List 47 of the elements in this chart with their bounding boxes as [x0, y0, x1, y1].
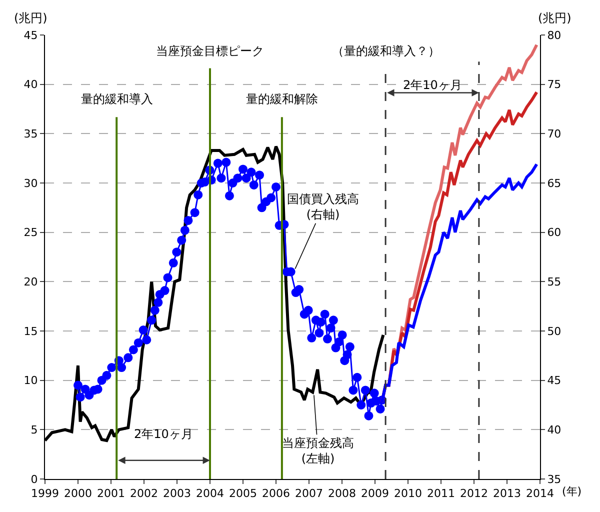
ref-line-label: 当座預金目標ピーク [156, 44, 264, 58]
y2-tick-label: 40 [547, 424, 562, 437]
annotation: 2年10ヶ月 [134, 427, 193, 441]
y-axis-title: (兆円) [14, 11, 48, 25]
x-tick-label: 1999 [31, 487, 59, 500]
x-tick-label: 2010 [394, 487, 422, 500]
y2-tick-label: 60 [547, 226, 562, 240]
x-tick-label: 2001 [97, 487, 125, 500]
x-tick-label: 2014 [526, 487, 554, 500]
y-tick-label: 0 [30, 472, 38, 486]
x-axis-title: (年) [562, 485, 582, 498]
y2-tick-label: 50 [547, 324, 562, 338]
y2-tick-label: 65 [547, 176, 562, 190]
x-tick-label: 2003 [163, 487, 191, 500]
ref-line-label: 量的緩和導入 [81, 92, 153, 106]
y-tick-label: 45 [24, 28, 38, 42]
x-tick-label: 2009 [361, 487, 389, 500]
y2-tick-label: 80 [547, 28, 562, 42]
x-tick-label: 2008 [328, 487, 356, 500]
y-tick-label: 15 [24, 324, 38, 338]
y2-tick-label: 75 [547, 78, 562, 92]
x-tick-label: 2006 [262, 487, 290, 500]
x-tick-label: 2004 [196, 487, 224, 500]
x-tick-label: 2011 [427, 487, 455, 500]
y-tick-label: 40 [24, 78, 38, 92]
y-tick-label: 5 [30, 424, 38, 437]
y2-tick-label: 55 [547, 276, 562, 289]
y-tick-label: 20 [24, 276, 38, 289]
y-tick-label: 30 [24, 176, 38, 190]
x-tick-label: 2012 [460, 487, 488, 500]
ref-line-label: （量的緩和導入？） [332, 44, 440, 58]
annotation: 当座預金残高 (左軸) [282, 436, 354, 466]
x-tick-label: 2000 [64, 487, 92, 500]
y-tick-label: 10 [24, 374, 38, 388]
x-tick-label: 2005 [229, 487, 257, 500]
annotation: 2年10ヶ月 [403, 78, 462, 92]
x-tick-label: 2013 [493, 487, 521, 500]
annotation: 国債買入残高 (右軸) [287, 192, 359, 222]
y2-axis-title: (兆円) [538, 11, 572, 25]
y2-tick-label: 70 [547, 128, 562, 141]
y-tick-label: 25 [24, 226, 38, 240]
y2-tick-label: 45 [547, 374, 562, 388]
y-tick-label: 35 [24, 128, 38, 141]
x-tick-label: 2002 [130, 487, 158, 500]
y2-tick-label: 35 [547, 472, 562, 486]
ref-line-label: 量的緩和解除 [246, 92, 318, 106]
x-tick-label: 2007 [295, 487, 323, 500]
